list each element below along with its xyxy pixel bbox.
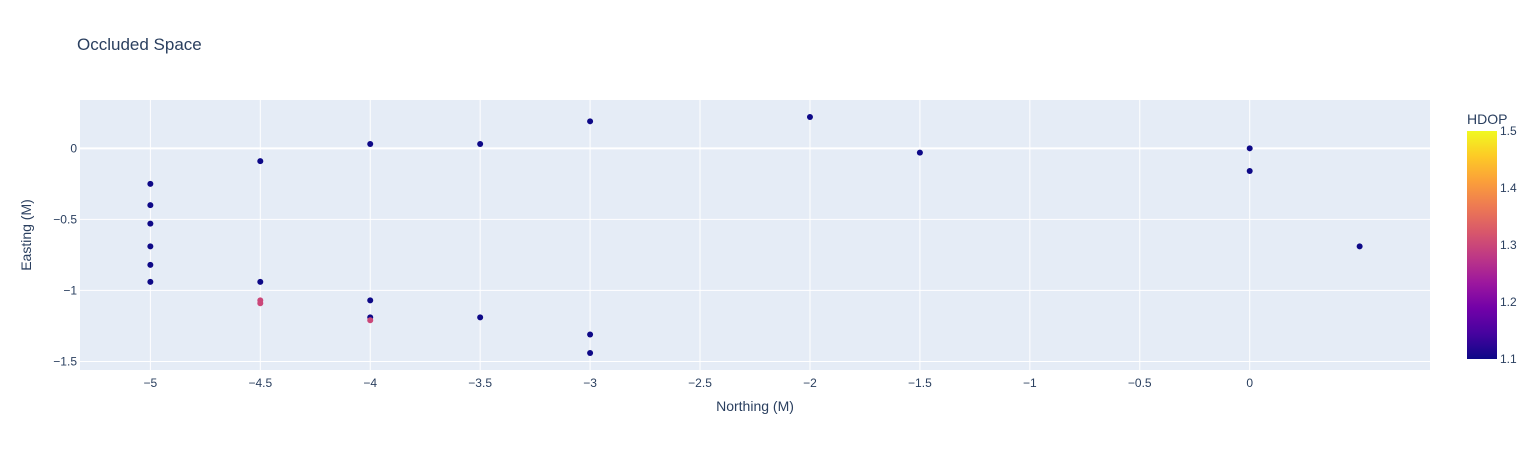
plot-area [80,100,1430,370]
data-point [147,278,154,285]
data-point [806,114,813,121]
y-tick-label: −0.5 [53,212,77,226]
data-point [257,158,264,165]
colorbar-tick-label: 1.2 [1500,295,1517,309]
y-axis-ticks: 0 −0.5 −1 −1.5 [53,141,77,368]
x-tick-label: −3 [583,376,597,390]
data-point [587,331,594,338]
x-tick-label: −1.5 [908,376,932,390]
data-point [367,297,374,304]
x-tick-label: −2 [803,376,817,390]
x-axis-title: Northing (M) [716,398,794,414]
data-point [1246,168,1253,175]
grid-lines [80,100,1430,370]
colorbar-tick-label: 1.5 [1500,124,1517,138]
x-tick-label: −1 [1023,376,1037,390]
x-tick-label: −2.5 [688,376,712,390]
y-axis-title: Easting (M) [18,199,34,271]
x-tick-label: −0.5 [1128,376,1152,390]
data-point [916,149,923,156]
data-point [147,220,154,227]
data-point [147,261,154,268]
colorbar-tick-label: 1.1 [1500,352,1517,366]
y-tick-label: −1.5 [53,354,77,368]
data-point [1356,243,1363,250]
colorbar [1467,131,1497,359]
x-tick-label: −5 [144,376,158,390]
data-point [147,243,154,250]
data-point [257,300,264,307]
data-point [147,202,154,209]
colorbar-ticks: 1.1 1.2 1.3 1.4 1.5 [1500,124,1517,366]
x-tick-label: 0 [1246,376,1253,390]
data-point [1246,145,1253,152]
data-point [587,349,594,356]
x-axis-ticks: −5 −4.5 −4 −3.5 −3 −2.5 −2 −1.5 −1 −0.5 0 [144,376,1254,390]
data-point [477,141,484,148]
data-point [367,317,374,324]
data-point [367,141,374,148]
y-tick-label: 0 [70,141,77,155]
colorbar-title: HDOP [1467,111,1507,127]
x-tick-label: −4 [363,376,377,390]
data-point [587,118,594,125]
chart-title: Occluded Space [77,35,202,54]
x-tick-label: −3.5 [468,376,492,390]
data-point [477,314,484,321]
data-point [257,278,264,285]
x-tick-label: −4.5 [248,376,272,390]
colorbar-tick-label: 1.3 [1500,238,1517,252]
data-points [147,114,1363,356]
colorbar-tick-label: 1.4 [1500,181,1517,195]
data-point [147,180,154,187]
y-tick-label: −1 [63,283,77,297]
